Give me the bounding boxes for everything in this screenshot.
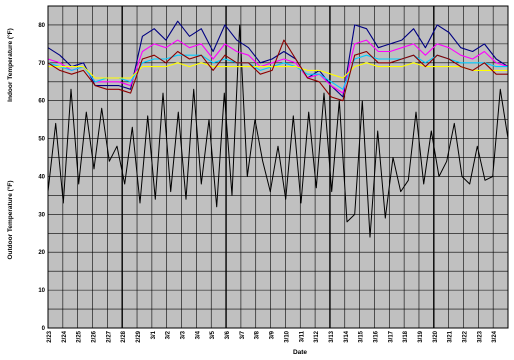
plot-border xyxy=(47,5,509,329)
x-tick-label: 3/21 xyxy=(448,330,454,342)
plot-area xyxy=(48,6,508,328)
x-tick-label: 3/12 xyxy=(314,330,320,342)
x-axis-title: Date xyxy=(293,349,307,356)
x-tick-label: 3/2 xyxy=(166,330,172,339)
x-tick-label: 3/23 xyxy=(477,330,483,342)
y-tick-label: 40 xyxy=(38,174,45,180)
y-axis-title-indoor: Indoor Temperature (°F) xyxy=(6,28,14,102)
y-axis-title-outdoor: Outdoor Temperature (°F) xyxy=(6,180,14,259)
x-tick-label: 3/15 xyxy=(359,330,365,342)
x-tick-label: 3/4 xyxy=(195,330,201,339)
x-tick-labels: 2/23 2/24 2/25 2/26 2/27 2/28 2/29 3/1 3/2 3/3 3/4… xyxy=(47,330,498,342)
x-tick-label: 2/26 xyxy=(92,330,98,342)
x-tick-label: 3/1 xyxy=(151,330,157,339)
y-tick-label: 80 xyxy=(38,23,45,29)
x-tick-label: 3/22 xyxy=(462,330,468,342)
x-tick-label: 2/29 xyxy=(136,330,142,342)
y-tick-label: 10 xyxy=(38,288,45,294)
x-tick-label: 3/18 xyxy=(403,330,409,342)
series-line-6 xyxy=(47,39,508,102)
x-tick-label: 3/3 xyxy=(181,330,187,339)
x-tick-label: 3/6 xyxy=(225,330,231,339)
x-tick-label: 3/16 xyxy=(373,330,379,342)
series-line-3 xyxy=(47,39,509,94)
x-tick-label: 3/8 xyxy=(255,330,261,339)
x-tick-label: 3/17 xyxy=(388,330,394,342)
x-tick-label: 3/7 xyxy=(240,330,246,339)
x-tick-label: 3/9 xyxy=(270,330,276,339)
x-tick-label: 3/13 xyxy=(329,330,335,342)
x-tick-label: 3/14 xyxy=(344,330,350,342)
x-tick-label: 2/24 xyxy=(62,330,68,342)
x-tick-label: 3/24 xyxy=(492,330,498,342)
x-tick-label: 2/25 xyxy=(77,330,83,342)
grid-lines xyxy=(47,5,509,329)
x-tick-label: 2/23 xyxy=(47,330,53,342)
y-tick-label: 0 xyxy=(42,326,46,332)
y-tick-labels: 0 10 20 30 40 50 60 70 80 xyxy=(38,23,45,332)
series-line-5 xyxy=(48,62,508,79)
y-tick-label: 20 xyxy=(38,250,45,256)
x-tick-label: 3/5 xyxy=(210,330,216,339)
y-tick-label: 70 xyxy=(38,61,45,67)
series-line-1 xyxy=(47,24,509,238)
series-lines xyxy=(47,20,509,238)
x-tick-label: 2/27 xyxy=(106,330,112,342)
x-tick-label: 3/11 xyxy=(299,330,305,342)
y-tick-label: 50 xyxy=(38,137,45,143)
x-tick-label: 3/20 xyxy=(433,330,439,342)
series-line-4 xyxy=(47,54,508,90)
x-tick-label: 2/28 xyxy=(121,330,127,342)
x-tick-label: 3/19 xyxy=(418,330,424,342)
y-tick-label: 30 xyxy=(38,212,45,218)
y-tick-label: 60 xyxy=(38,99,45,105)
x-tick-label: 3/10 xyxy=(284,330,290,342)
